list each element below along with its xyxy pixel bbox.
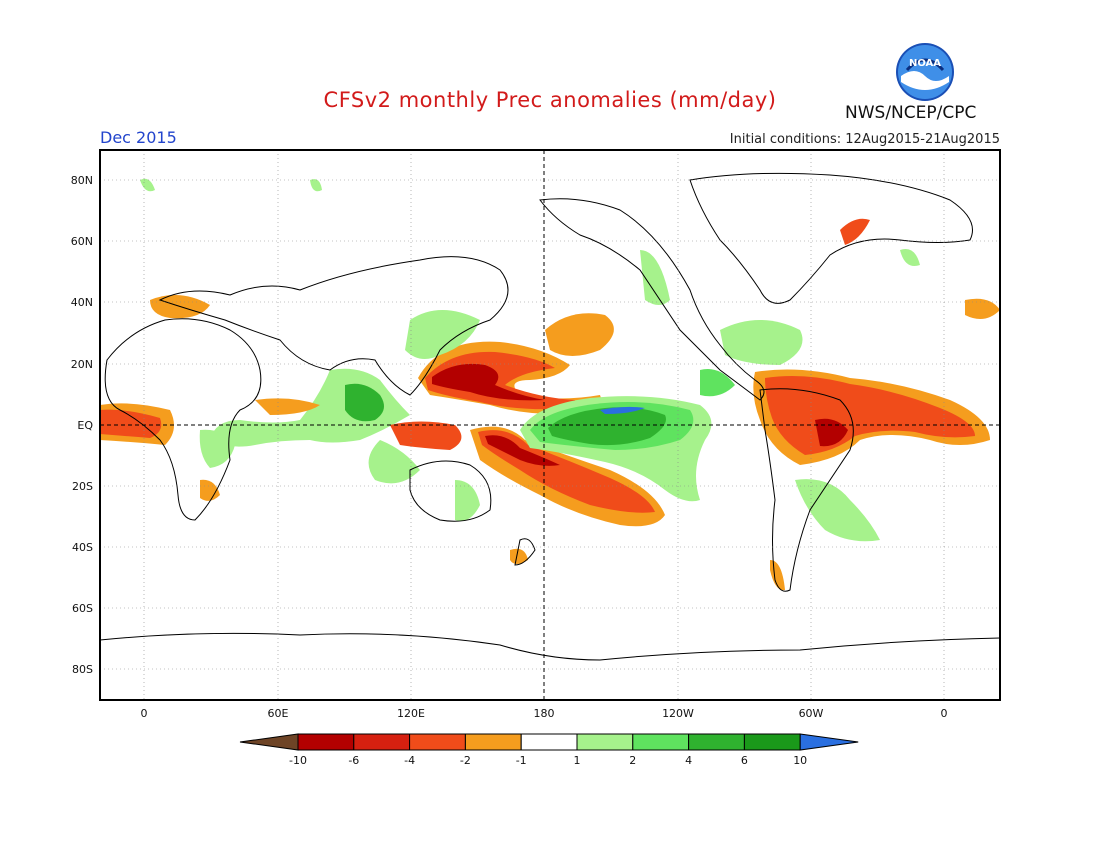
colorbar-arrow-high: [799, 733, 859, 751]
map-frame: [99, 149, 1001, 701]
lat-label: EQ: [77, 419, 93, 432]
colorbar-label: 4: [685, 754, 692, 767]
colorbar-legend: -10 -6 -4 -2 -1 1 2 4 6 10: [239, 733, 859, 767]
noaa-logo-icon: NOAA: [896, 43, 954, 101]
lon-label: 120W: [662, 707, 694, 720]
logo-text: NOAA: [909, 58, 941, 69]
coastlines: [99, 172, 1001, 661]
lat-label: 80N: [71, 174, 93, 187]
lon-label: 0: [141, 707, 148, 720]
agency-label: NWS/NCEP/CPC: [845, 103, 977, 123]
lon-label: 180: [534, 707, 555, 720]
map-title: CFSv2 monthly Prec anomalies (mm/day): [323, 88, 777, 112]
anomaly-shading: [100, 178, 1000, 591]
colorbar-segment: [688, 733, 745, 751]
lat-label: 20N: [71, 358, 93, 371]
lon-label: 60W: [799, 707, 824, 720]
lat-label: 60S: [72, 602, 93, 615]
colorbar-segment: [576, 733, 634, 751]
colorbar-label: -10: [289, 754, 307, 767]
colorbar-segment: [409, 733, 466, 751]
forecast-month: Dec 2015: [100, 128, 177, 147]
longitude-axis: 0 60E 120E 180 120W 60W 0: [141, 707, 948, 720]
colorbar-label: 10: [793, 754, 807, 767]
lat-label: 40N: [71, 296, 93, 309]
lat-label: 60N: [71, 235, 93, 248]
colorbar-arrow-low: [239, 733, 299, 751]
lat-label: 40S: [72, 541, 93, 554]
colorbar-segment: [297, 733, 355, 751]
initial-conditions: Initial conditions: 12Aug2015-21Aug2015: [729, 132, 1000, 147]
colorbar-label: 1: [574, 754, 581, 767]
colorbar-label: -2: [460, 754, 471, 767]
lat-label: 20S: [72, 480, 93, 493]
colorbar-label: -4: [404, 754, 415, 767]
colorbar-segment: [520, 733, 578, 751]
colorbar-label: -1: [516, 754, 527, 767]
colorbar-segment: [353, 733, 411, 751]
colorbar-segment: [464, 733, 522, 751]
lon-label: 0: [941, 707, 948, 720]
latitude-axis: 80N 60N 40N 20N EQ 20S 40S 60S 80S: [71, 174, 94, 676]
colorbar-segment: [743, 733, 801, 751]
colorbar-label: -6: [348, 754, 359, 767]
lon-label: 60E: [268, 707, 289, 720]
colorbar-label: 6: [741, 754, 748, 767]
lat-label: 80S: [72, 663, 93, 676]
lon-label: 120E: [397, 707, 425, 720]
reference-lines: [100, 150, 1000, 700]
colorbar-label: 2: [629, 754, 636, 767]
colorbar-segment: [632, 733, 690, 751]
